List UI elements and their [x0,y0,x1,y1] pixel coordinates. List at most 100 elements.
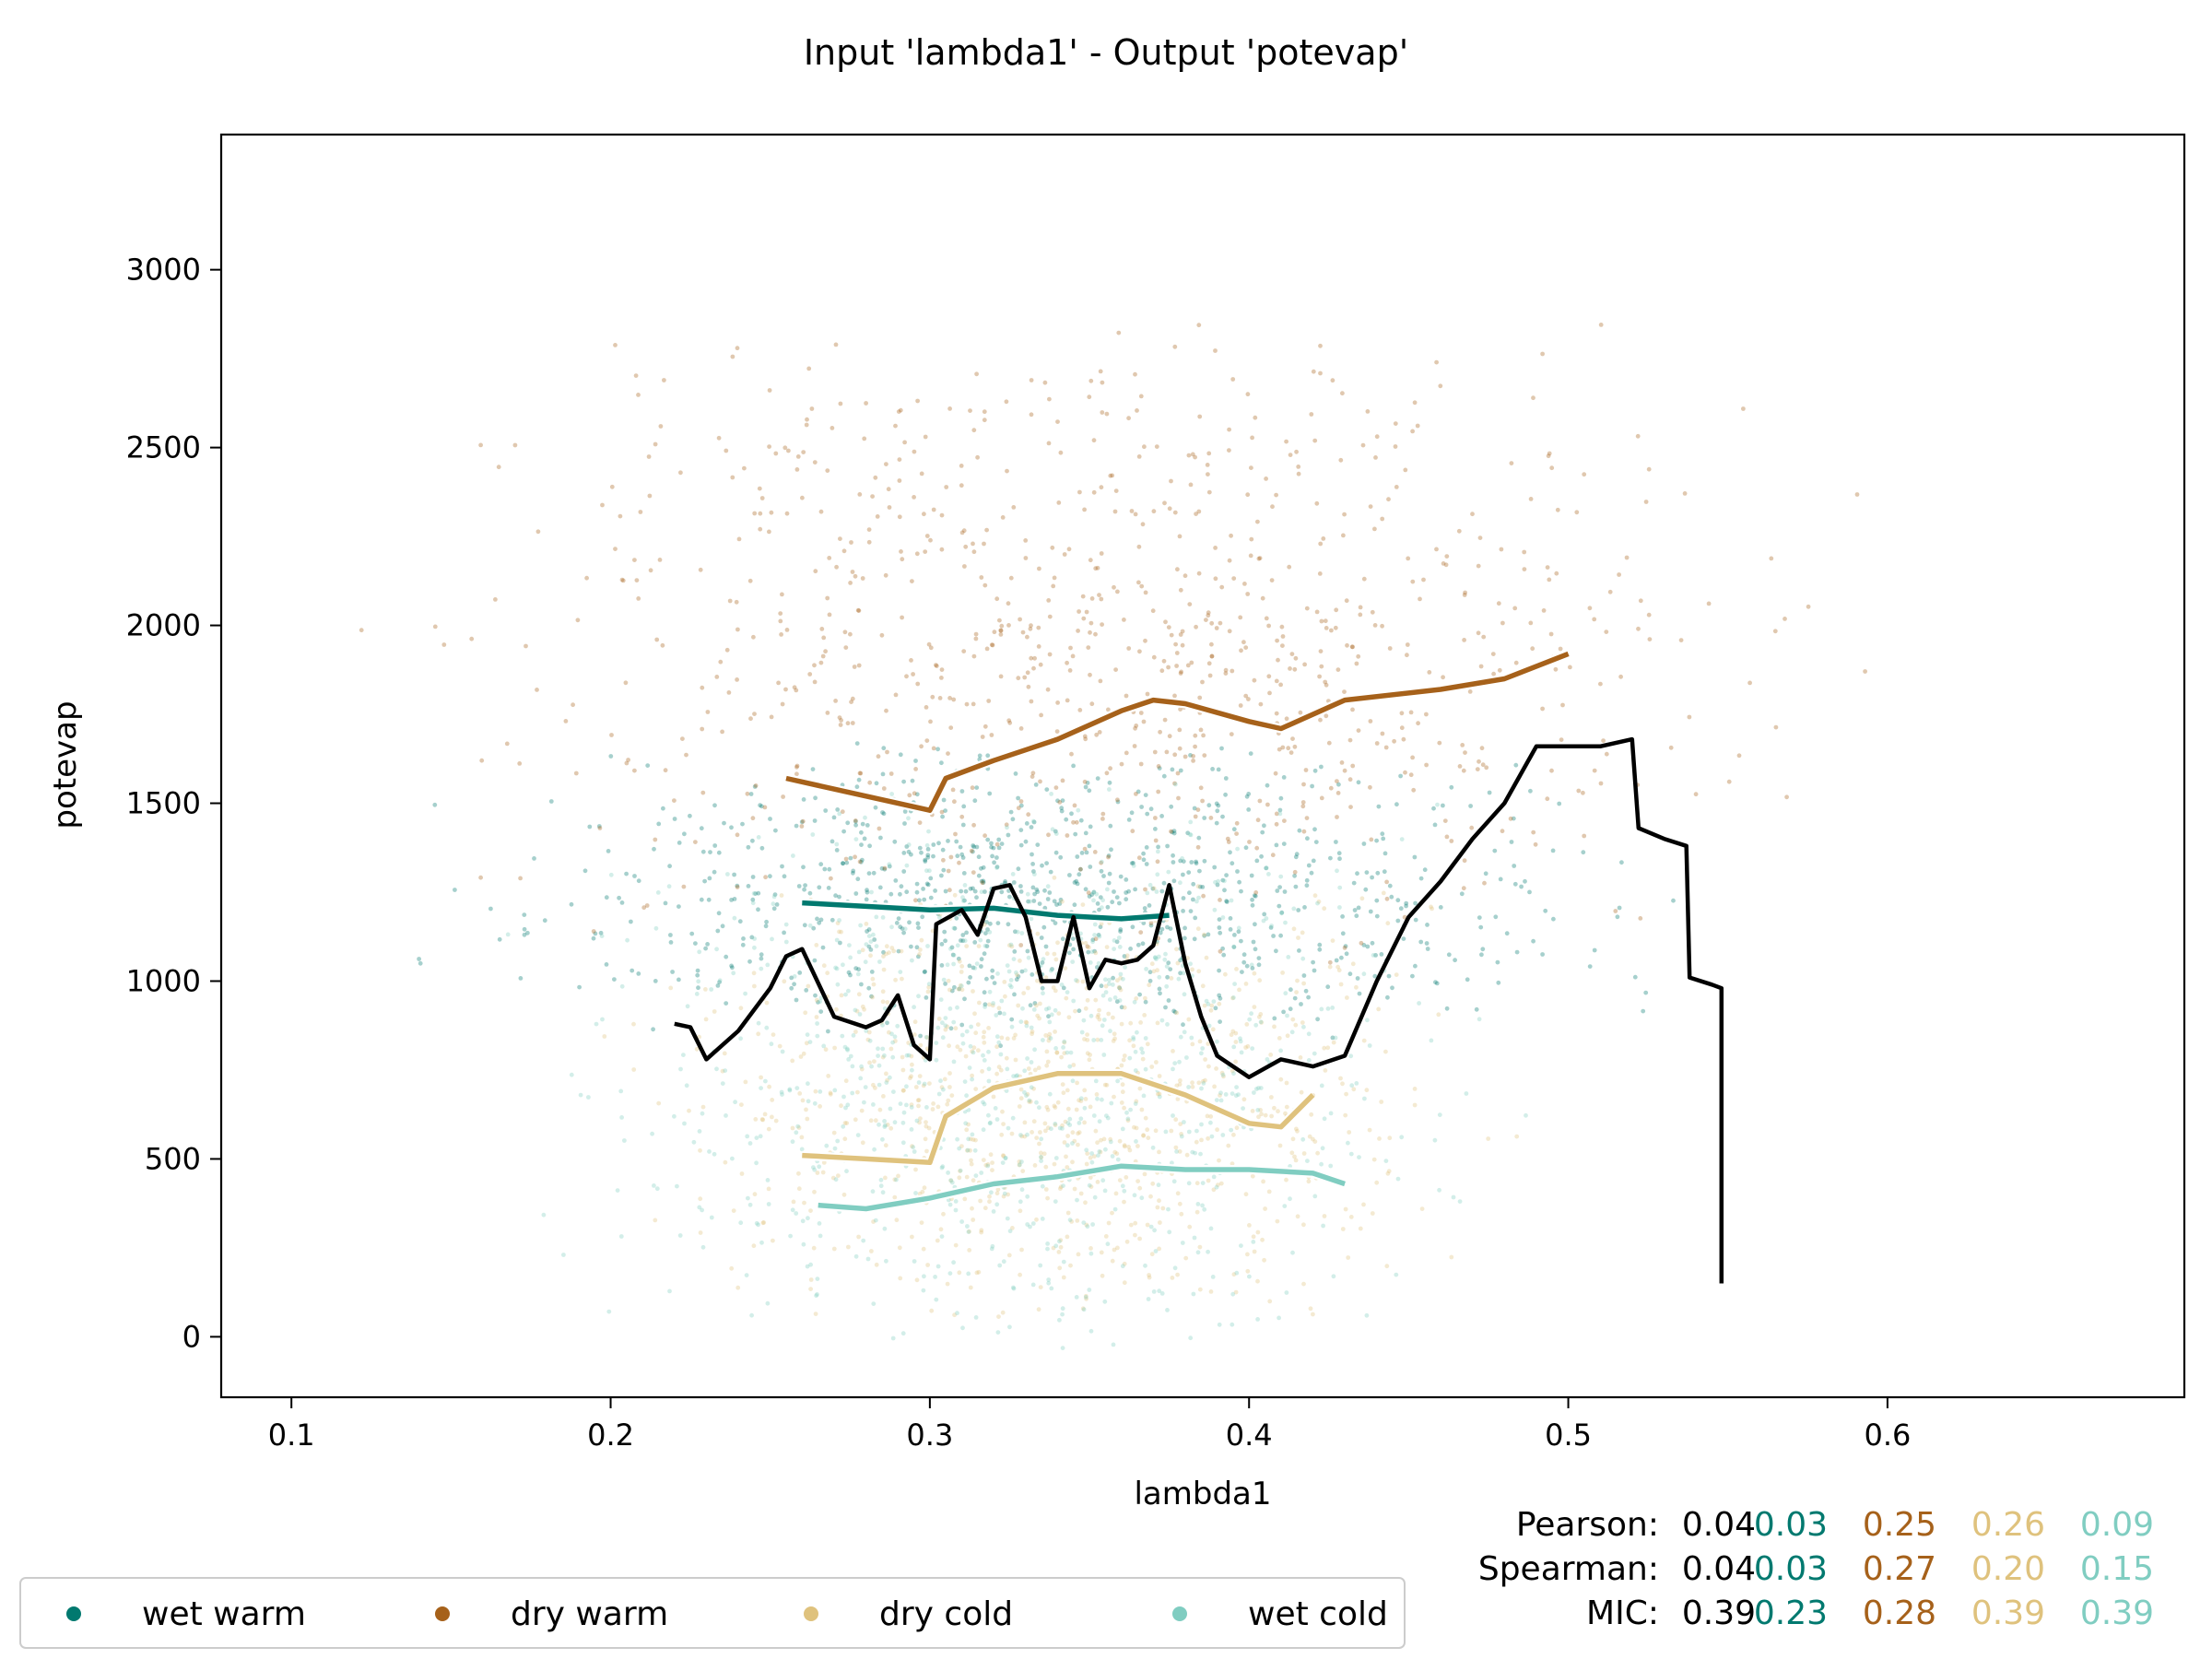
scatter-point [1090,1222,1095,1227]
scatter-point [1005,825,1009,830]
scatter-point [1270,853,1276,858]
scatter-point [816,1000,820,1005]
scatter-point [1139,1046,1144,1052]
scatter-point [1141,921,1147,925]
scatter-point [1008,942,1014,947]
scatter-point [1231,995,1236,1000]
scatter-point [896,916,901,921]
scatter-point [1074,978,1078,982]
scatter-point [989,733,994,737]
scatter-point [1024,821,1030,826]
scatter-point [1115,589,1120,594]
scatter-point [1209,653,1215,659]
scatter-point [1251,1234,1256,1240]
scatter-point [1330,938,1335,943]
scatter-point [998,1043,1003,1049]
scatter-point [1246,792,1252,796]
scatter-point [1241,1097,1247,1102]
scatter-point [882,1119,887,1124]
scatter-point [1085,1051,1090,1056]
scatter-point [762,805,768,810]
scatter-point [1302,662,1307,667]
scatter-point [921,1246,926,1252]
scatter-point [1477,535,1483,540]
scatter-point [1038,1001,1042,1006]
scatter-point [1255,1230,1261,1235]
scatter-point [1045,1246,1050,1252]
scatter-point [608,754,614,759]
stats-value: 0.39 [2080,1594,2154,1632]
scatter-point [1150,886,1156,891]
scatter-point [1084,1296,1088,1301]
scatter-point [1256,962,1262,968]
scatter-point [959,1022,965,1028]
scatter-point [1421,577,1426,582]
scatter-point [1043,1187,1049,1192]
scatter-point [943,1027,948,1032]
scatter-point [1001,1154,1006,1159]
scatter-point [1041,957,1046,962]
scatter-point [1647,637,1653,641]
scatter-point [1122,1005,1127,1010]
scatter-point [820,653,826,659]
scatter-point [856,949,862,955]
scatter-point [1592,768,1597,773]
scatter-point [1011,880,1017,885]
scatter-point [1039,1136,1044,1142]
scatter-point [874,914,879,920]
scatter-point [994,1071,999,1077]
scatter-point [1201,1081,1206,1086]
scatter-point [1283,991,1288,996]
scatter-point [771,1238,775,1243]
y-tick-label: 500 [145,1141,201,1176]
scatter-point [896,948,901,954]
scatter-point [1463,590,1467,595]
scatter-point [1342,689,1347,694]
scatter-point [1165,924,1170,930]
scatter-point [877,826,882,831]
scatter-point [960,895,965,900]
scatter-point [1215,1127,1219,1133]
scatter-point [993,1106,998,1111]
scatter-point [1372,526,1377,532]
scatter-point [962,898,967,903]
scatter-point [1167,734,1172,739]
scatter-point [901,869,907,874]
scatter-point [830,426,835,430]
scatter-point [1307,1134,1312,1139]
scatter-point [1403,770,1407,775]
scatter-point [1300,956,1306,961]
scatter-point [1144,967,1148,971]
scatter-point [889,924,894,930]
scatter-point [1292,744,1298,749]
scatter-point [1431,806,1436,811]
scatter-point [1419,1206,1425,1211]
scatter-point [1218,1181,1224,1186]
scatter-point [1099,983,1104,989]
scatter-point [594,1021,599,1027]
scatter-point [1047,396,1052,402]
scatter-point [966,1136,971,1142]
scatter-point [1361,1202,1366,1207]
scatter-point [1499,547,1504,552]
scatter-point [1228,850,1232,855]
scatter-point [1317,947,1323,952]
scatter-point [897,478,902,483]
scatter-point [941,1087,946,1092]
scatter-point [950,787,956,793]
scatter-point [1163,951,1168,957]
scatter-point [1223,971,1228,977]
scatter-point [959,1032,965,1038]
x-tick-label: 0.6 [1864,1418,1911,1453]
scatter-point [927,868,932,874]
scatter-point [1004,399,1009,405]
scatter-point [1188,909,1194,913]
scatter-point [747,1141,753,1146]
scatter-point [1274,842,1279,848]
scatter-point [874,781,879,786]
scatter-point [1863,669,1867,674]
scatter-point [814,1015,819,1019]
scatter-point [1461,768,1466,773]
scatter-point [1513,660,1519,665]
scatter-point [817,885,822,890]
